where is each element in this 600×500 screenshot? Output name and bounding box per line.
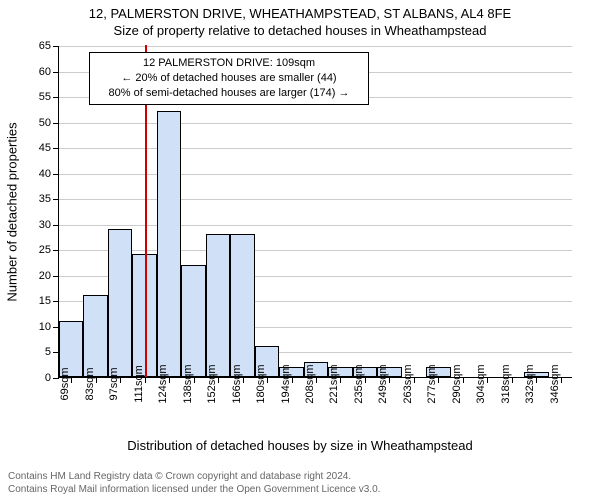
annotation-line: ← 20% of detached houses are smaller (44… bbox=[96, 71, 362, 86]
y-tick-label: 0 bbox=[45, 372, 51, 384]
x-tick-label: 208sqm bbox=[304, 364, 316, 403]
y-tick bbox=[53, 199, 59, 200]
x-axis-title: Distribution of detached houses by size … bbox=[127, 438, 472, 453]
x-tick-label: 124sqm bbox=[157, 364, 169, 403]
y-tick bbox=[53, 276, 59, 277]
x-tick bbox=[536, 377, 537, 383]
grid-line bbox=[59, 123, 572, 124]
footer-line2: Contains Royal Mail information licensed… bbox=[8, 484, 380, 497]
x-tick-label: 194sqm bbox=[280, 364, 292, 403]
x-tick-label: 97sqm bbox=[108, 367, 120, 400]
y-tick-label: 10 bbox=[39, 321, 51, 333]
x-tick-label: 235sqm bbox=[353, 364, 365, 403]
x-tick bbox=[120, 377, 121, 383]
histogram-bar bbox=[83, 295, 107, 377]
y-tick-label: 45 bbox=[39, 142, 51, 154]
x-tick-label: 290sqm bbox=[451, 364, 463, 403]
footer-line1: Contains HM Land Registry data © Crown c… bbox=[8, 471, 380, 484]
grid-line bbox=[59, 46, 572, 47]
x-tick-label: 166sqm bbox=[231, 364, 243, 403]
histogram-bar bbox=[230, 234, 254, 377]
chart-title-desc: Size of property relative to detached ho… bbox=[0, 21, 600, 38]
x-tick-label: 318sqm bbox=[500, 364, 512, 403]
y-tick-label: 65 bbox=[39, 40, 51, 52]
y-tick-label: 15 bbox=[39, 295, 51, 307]
grid-line bbox=[59, 250, 572, 251]
grid-line bbox=[59, 225, 572, 226]
y-tick bbox=[53, 148, 59, 149]
grid-line bbox=[59, 199, 572, 200]
histogram-bar bbox=[206, 234, 230, 377]
x-tick bbox=[414, 377, 415, 383]
x-tick-label: 83sqm bbox=[84, 367, 96, 400]
x-tick-label: 152sqm bbox=[206, 364, 218, 403]
annotation-line: 12 PALMERSTON DRIVE: 109sqm bbox=[96, 56, 362, 71]
x-tick-label: 221sqm bbox=[328, 364, 340, 403]
x-tick-label: 249sqm bbox=[377, 364, 389, 403]
annotation-line: 80% of semi-detached houses are larger (… bbox=[96, 86, 362, 101]
x-tick bbox=[218, 377, 219, 383]
x-tick bbox=[71, 377, 72, 383]
x-tick bbox=[365, 377, 366, 383]
x-tick-label: 180sqm bbox=[255, 364, 267, 403]
x-tick bbox=[316, 377, 317, 383]
x-tick-label: 304sqm bbox=[475, 364, 487, 403]
y-tick-label: 50 bbox=[39, 117, 51, 129]
y-tick bbox=[53, 46, 59, 47]
chart-title-address: 12, PALMERSTON DRIVE, WHEATHAMPSTEAD, ST… bbox=[0, 0, 600, 21]
y-tick-label: 35 bbox=[39, 193, 51, 205]
y-tick-label: 20 bbox=[39, 270, 51, 282]
histogram-bar bbox=[181, 265, 205, 377]
y-tick bbox=[53, 97, 59, 98]
grid-line bbox=[59, 174, 572, 175]
x-tick-label: 69sqm bbox=[59, 367, 71, 400]
y-tick bbox=[53, 225, 59, 226]
x-tick-label: 332sqm bbox=[524, 364, 536, 403]
x-tick-label: 277sqm bbox=[426, 364, 438, 403]
histogram-bar bbox=[157, 111, 181, 377]
x-tick-label: 263sqm bbox=[402, 364, 414, 403]
annotation-box: 12 PALMERSTON DRIVE: 109sqm← 20% of deta… bbox=[89, 52, 369, 105]
x-tick-label: 138sqm bbox=[182, 364, 194, 403]
x-tick-label: 346sqm bbox=[549, 364, 561, 403]
y-tick-label: 30 bbox=[39, 219, 51, 231]
x-tick bbox=[389, 377, 390, 383]
histogram-bar bbox=[108, 229, 132, 377]
y-tick-label: 40 bbox=[39, 168, 51, 180]
y-tick-label: 55 bbox=[39, 91, 51, 103]
y-tick-label: 60 bbox=[39, 66, 51, 78]
y-tick bbox=[53, 72, 59, 73]
x-tick bbox=[340, 377, 341, 383]
x-tick bbox=[267, 377, 268, 383]
y-tick bbox=[53, 174, 59, 175]
grid-line bbox=[59, 148, 572, 149]
chart-plot-area: 0510152025303540455055606569sqm83sqm97sq… bbox=[58, 46, 572, 378]
y-tick-label: 5 bbox=[45, 346, 51, 358]
footer-attribution: Contains HM Land Registry data © Crown c… bbox=[8, 471, 380, 496]
y-tick bbox=[53, 301, 59, 302]
x-tick-label: 111sqm bbox=[133, 365, 145, 403]
x-tick bbox=[438, 377, 439, 383]
x-tick bbox=[169, 377, 170, 383]
y-tick-label: 25 bbox=[39, 244, 51, 256]
y-tick bbox=[53, 123, 59, 124]
x-tick bbox=[487, 377, 488, 383]
y-axis-title: Number of detached properties bbox=[5, 122, 20, 301]
y-tick bbox=[53, 250, 59, 251]
